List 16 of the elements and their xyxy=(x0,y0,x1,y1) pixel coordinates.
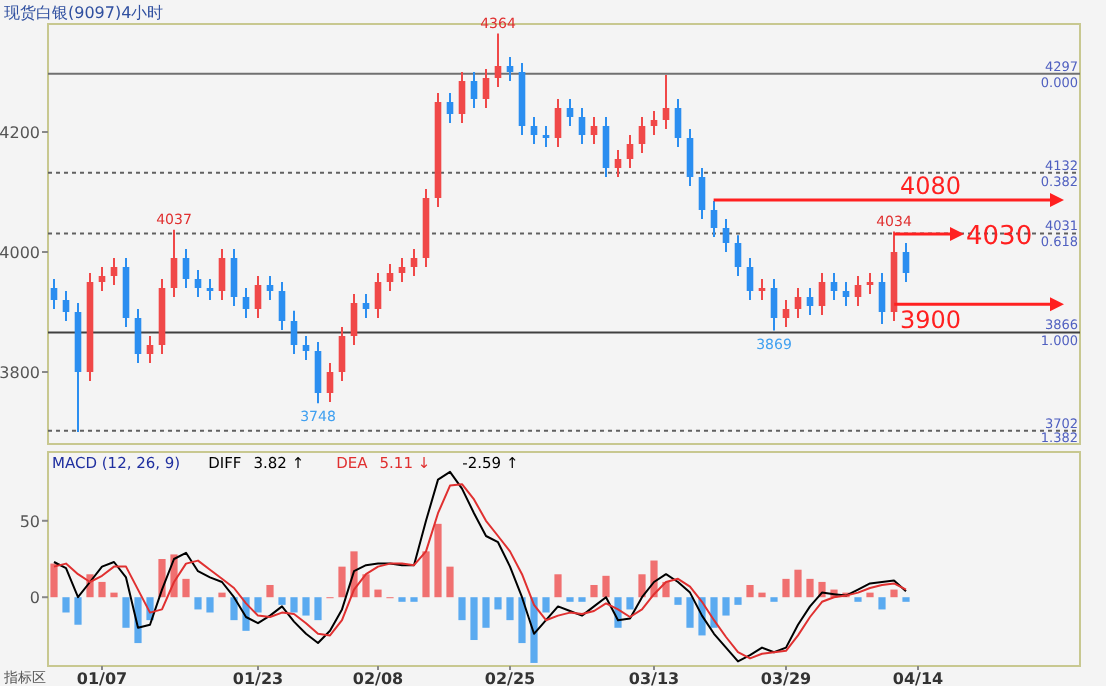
annotation: 4080 xyxy=(900,171,962,200)
annotation: 3900 xyxy=(900,306,962,335)
y-tick-label: 3800 xyxy=(0,364,40,382)
y-tick-label: 4200 xyxy=(0,124,40,142)
x-tick-label: 03/29 xyxy=(760,670,813,686)
chart-title: 现货白银(9097)4小时 xyxy=(4,4,164,22)
x-tick-label: 02/25 xyxy=(484,670,537,686)
x-tick-label: 04/14 xyxy=(892,670,945,686)
y-tick-label: 0 xyxy=(29,589,40,608)
x-tick-label: 02/08 xyxy=(352,670,405,686)
y-tick-label: 4000 xyxy=(0,244,40,262)
x-tick-label: 03/13 xyxy=(628,670,680,686)
y-tick-label: 50 xyxy=(19,512,40,531)
annotation: 4030 xyxy=(966,222,1033,252)
x-tick-label: 01/23 xyxy=(232,670,284,686)
x-tick-label: 01/07 xyxy=(76,670,128,686)
